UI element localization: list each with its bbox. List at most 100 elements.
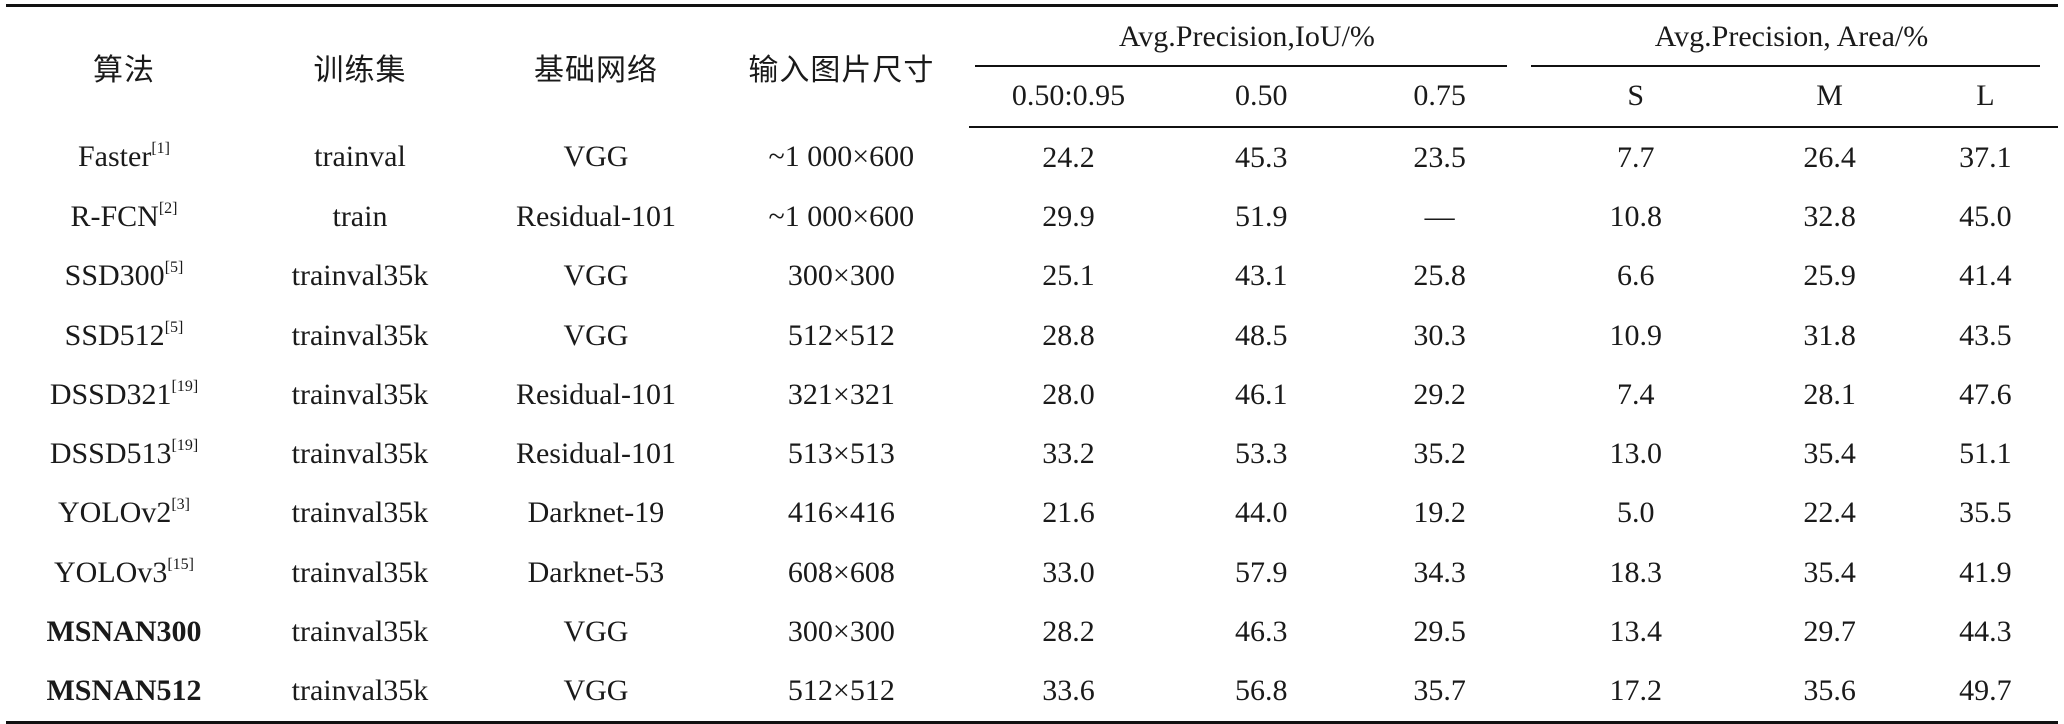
cell-backbone: Residual-101 (515, 377, 676, 411)
table-row: Faster[1] trainval VGG ~1 000×600 24.2 45.3 23… (6, 127, 2058, 187)
cell-training-set: trainval35k (291, 259, 429, 293)
cell-ap-large: 44.3 (1959, 615, 2012, 649)
cell-ap-50-95: 28.0 (1042, 377, 1095, 411)
table-row: SSD300[5] trainval35k VGG 300×300 25.1 43.1 25… (6, 247, 2058, 306)
cell-ap-50-95: 33.2 (1042, 437, 1095, 471)
table-row: MSNAN512 trainval35k VGG 512×512 33.6 56.8 35.… (6, 661, 2058, 724)
cell-ap-50-95: 21.6 (1042, 496, 1095, 530)
cell-backbone: Darknet-19 (527, 496, 665, 530)
cell-ap-medium: 32.8 (1803, 199, 1856, 233)
cell-ap-medium: 26.4 (1803, 140, 1856, 174)
cell-ap-small: 10.9 (1609, 318, 1663, 352)
table-body: Faster[1] trainval VGG ~1 000×600 24.2 45.3 23… (6, 127, 2058, 724)
cell-algorithm: Faster[1] (6, 127, 242, 187)
cell-ap-small: 13.0 (1609, 437, 1663, 471)
cell-training-set: train (332, 199, 388, 233)
cell-input-size: 512×512 (713, 661, 969, 724)
citation-ref: [2] (158, 199, 178, 217)
header-backbone: 基础网络 (477, 4, 714, 127)
cell-ap-small: 13.4 (1609, 615, 1663, 649)
cell-training-set: trainval35k (291, 496, 429, 530)
cell-input-size: 300×300 (787, 615, 895, 649)
header-group-area-label: Avg.Precision, Area/% (1654, 19, 1929, 53)
cell-input-size: 321×321 (787, 377, 895, 411)
cell-ap-large: 51.1 (1959, 437, 2012, 471)
cell-ap-medium: 35.4 (1803, 437, 1856, 471)
cell-backbone: VGG (563, 615, 629, 649)
algorithm-name: DSSD321 (49, 377, 172, 411)
citation-ref: [15] (167, 555, 194, 573)
cell-ap-50-95: 24.2 (1042, 140, 1095, 174)
header-group-iou: Avg.Precision,IoU/% (968, 4, 1525, 67)
cell-training-set: trainval (314, 140, 406, 174)
cell-ap-50: 43.1 (1235, 259, 1288, 293)
cell-input-size: 416×416 (787, 496, 895, 530)
cell-input-size: 512×512 (787, 318, 895, 352)
cell-ap-75: 35.7 (1354, 661, 1525, 724)
algorithm-name: MSNAN512 (46, 674, 202, 708)
cell-ap-50-95: 33.0 (1042, 555, 1095, 589)
cell-ap-50: 53.3 (1235, 437, 1288, 471)
header-input-size: 输入图片尺寸 (713, 4, 969, 127)
cell-ap-medium: 25.9 (1803, 259, 1856, 293)
header-group-area: Avg.Precision, Area/% (1524, 4, 2058, 67)
cell-ap-medium: 28.1 (1803, 377, 1856, 411)
header-training-set: 训练集 (241, 4, 478, 127)
cell-training-set: trainval35k (291, 615, 429, 649)
citation-ref: [3] (171, 496, 190, 514)
cell-ap-75: 29.2 (1413, 377, 1466, 411)
algorithm-name: Faster (78, 140, 152, 174)
cell-ap-medium: 22.4 (1803, 496, 1856, 530)
cell-algorithm: DSSD513[19] (6, 424, 242, 483)
cell-training-set: trainval35k (291, 318, 429, 352)
cell-algorithm: SSD300[5] (6, 247, 242, 306)
algorithm-name: YOLOv3 (54, 555, 168, 589)
algorithm-name: R-FCN (70, 199, 159, 233)
cell-ap-50: 44.0 (1235, 496, 1288, 530)
algorithm-name: YOLOv2 (58, 496, 172, 530)
header-group-iou-label: Avg.Precision,IoU/% (1118, 19, 1375, 53)
cell-ap-50-95: 29.9 (1042, 199, 1095, 233)
header-iou-1: 0.50 (1168, 66, 1355, 128)
algorithm-name: DSSD513 (49, 437, 172, 471)
cell-ap-medium: 31.8 (1803, 318, 1856, 352)
cell-input-size: 608×608 (787, 555, 895, 589)
cell-ap-large: 35.5 (1959, 496, 2012, 530)
cell-ap-50-95: 28.2 (1042, 615, 1095, 649)
citation-ref: [1] (151, 140, 170, 158)
cell-ap-small: 10.8 (1609, 199, 1663, 233)
table-row: DSSD513[19] trainval35k Residual-101 513×51… (6, 424, 2058, 483)
cell-ap-50: 45.3 (1235, 140, 1288, 174)
citation-ref: [19] (171, 377, 199, 395)
cell-ap-50: 56.8 (1168, 661, 1355, 724)
cell-ap-large: 43.5 (1959, 318, 2012, 352)
citation-ref: [5] (164, 318, 184, 336)
cell-ap-small: 18.3 (1609, 555, 1663, 589)
cell-training-set: trainval35k (241, 661, 478, 724)
cell-input-size: 300×300 (787, 259, 895, 293)
table-row: DSSD321[19] trainval35k Residual-101 321×32… (6, 365, 2058, 424)
cell-ap-50: 46.3 (1235, 615, 1288, 649)
cell-algorithm: R-FCN[2] (6, 187, 242, 246)
cell-ap-small: 6.6 (1617, 259, 1655, 293)
cell-backbone: VGG (477, 661, 714, 724)
header-area-s: S (1524, 66, 1747, 128)
header-area-m: M (1746, 66, 1913, 128)
cell-backbone: Residual-101 (515, 437, 676, 471)
cell-algorithm: SSD512[5] (6, 306, 242, 365)
cell-ap-50: 57.9 (1235, 555, 1288, 589)
cell-backbone: Darknet-53 (527, 555, 665, 589)
cell-backbone: VGG (563, 140, 629, 174)
algorithm-name: SSD300 (64, 259, 165, 293)
header-row-2: 0.50:0.95 0.50 0.75 S M L (6, 66, 2058, 128)
cell-ap-small: 7.7 (1617, 140, 1655, 174)
cell-algorithm: MSNAN512 (6, 661, 242, 724)
cell-ap-75: — (1424, 199, 1455, 233)
table-row: R-FCN[2] train Residual-101 ~1 000×600 29.9 5… (6, 187, 2058, 246)
cell-ap-50-95: 33.6 (968, 661, 1169, 724)
cell-ap-75: 25.8 (1413, 259, 1466, 293)
cell-ap-large: 41.9 (1959, 555, 2012, 589)
header-iou-0: 0.50:0.95 (968, 66, 1169, 128)
cell-backbone: VGG (563, 318, 629, 352)
table-row: SSD512[5] trainval35k VGG 512×512 28.8 48.5 30… (6, 306, 2058, 365)
